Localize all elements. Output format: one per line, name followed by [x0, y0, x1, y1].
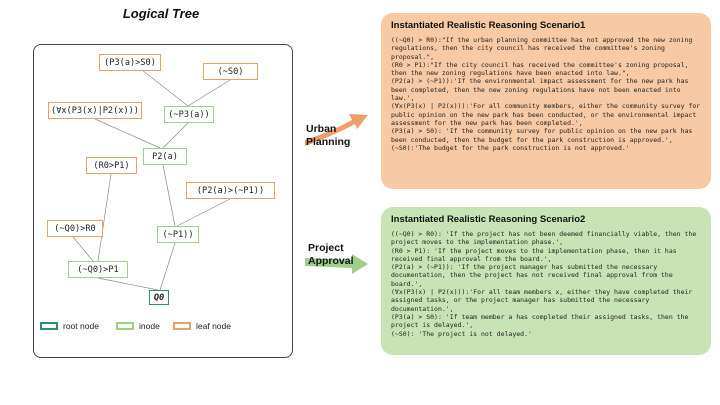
legend-leaf-swatch [173, 322, 191, 330]
tree-title: Logical Tree [122, 6, 200, 21]
node-p2a: P2(a) [143, 148, 187, 165]
project-approval-label: Project Approval [308, 242, 354, 267]
scenario2-text: ((~Q0) > R0): 'If the project has not be… [391, 230, 697, 338]
node-not-p3a: (~P3(a)) [164, 106, 214, 123]
legend-leaf: leaf node [173, 321, 231, 331]
legend-inode-label: inode [139, 321, 160, 331]
scenario1-text: ((~Q0) > R0):"If the urban planning comm… [391, 36, 701, 152]
scenario1-card: Instantiated Realistic Reasoning Scenari… [381, 13, 711, 189]
legend-root-label: root node [63, 321, 99, 331]
node-forall-p3-or-p2: (∀x(P3(x)|P2(x))) [48, 102, 142, 119]
legend-inode-swatch [116, 322, 134, 330]
scenario2-card: Instantiated Realistic Reasoning Scenari… [381, 207, 711, 355]
legend-inode: inode [116, 321, 160, 331]
legend-leaf-label: leaf node [196, 321, 231, 331]
scenario2-title: Instantiated Realistic Reasoning Scenari… [391, 214, 586, 225]
legend-root: root node [40, 321, 99, 331]
node-not-s0: (~S0) [203, 63, 258, 80]
legend-root-swatch [40, 322, 58, 330]
node-not-q0-implies-p1: (~Q0)>P1 [68, 261, 128, 278]
node-not-p1: (~P1)) [157, 226, 199, 243]
node-r0-implies-p1: (R0>P1) [86, 157, 137, 174]
scenario1-title: Instantiated Realistic Reasoning Scenari… [391, 20, 586, 31]
logical-tree-panel [33, 44, 293, 358]
node-p2a-implies-not-p1: (P2(a)>(~P1)) [186, 182, 275, 199]
node-not-q0-implies-r0: (~Q0)>R0 [47, 220, 103, 237]
root-node-q0: Q0 [149, 290, 169, 305]
urban-planning-label: Urban Planning [306, 123, 351, 148]
node-p3a-implies-s0: (P3(a)>S0) [99, 54, 161, 71]
